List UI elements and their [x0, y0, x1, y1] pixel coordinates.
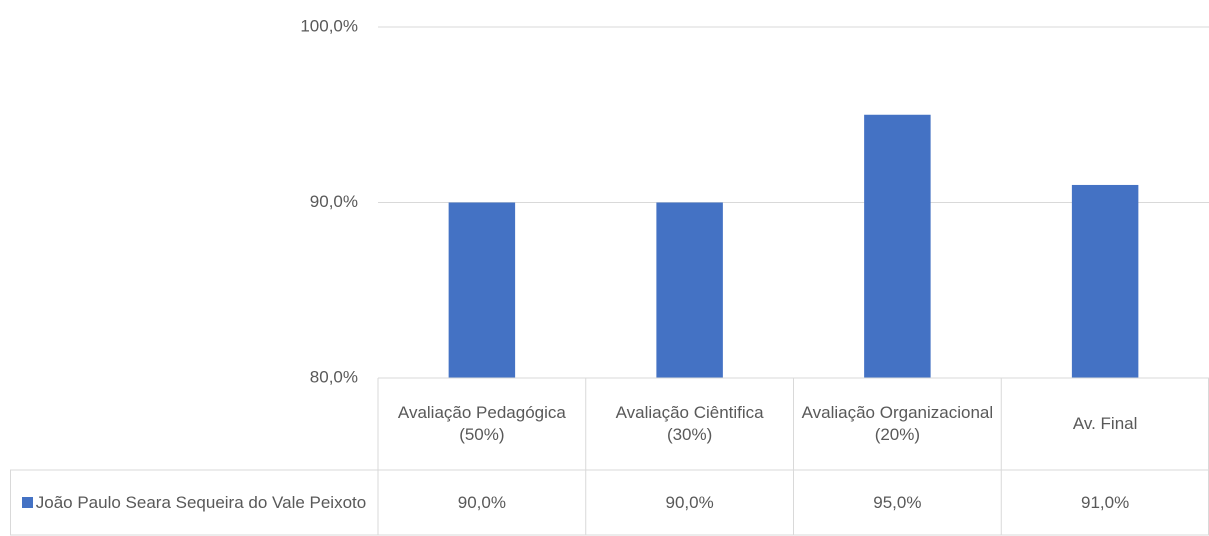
legend-text: João Paulo Seara Sequeira do Vale Peixot…: [35, 492, 367, 512]
category-label: Avaliação Pedagógica (50%): [378, 378, 586, 470]
legend-key: [21, 496, 33, 508]
y-tick-label: 90,0%: [310, 192, 358, 211]
category-label-text: Av. Final: [1072, 414, 1138, 433]
table-value-text: 91,0%: [1081, 492, 1130, 512]
table-value-text: 95,0%: [873, 492, 922, 512]
bar: [448, 202, 516, 378]
category-label: Avaliação Ciêntifica (30%): [586, 378, 794, 470]
bar: [1071, 184, 1139, 378]
table-value: 91,0%: [1001, 470, 1209, 535]
table-value: 90,0%: [378, 470, 586, 535]
category-label-text: Avaliação Organizacional (20%): [801, 403, 994, 444]
table-value-text: 90,0%: [457, 492, 506, 512]
category-label: Av. Final: [1001, 378, 1209, 470]
y-tick-label: 100,0%: [300, 16, 358, 35]
category-label-text: Avaliação Pedagógica (50%): [397, 403, 566, 444]
legend-item: João Paulo Seara Sequeira do Vale Peixot…: [21, 492, 367, 514]
category-label: Avaliação Organizacional (20%): [794, 378, 1002, 470]
y-tick-label: 80,0%: [310, 367, 358, 386]
table-value: 90,0%: [586, 470, 794, 535]
table-value: 95,0%: [794, 470, 1002, 535]
category-label-text: Avaliação Ciêntifica (30%): [615, 403, 764, 444]
legend-entry: João Paulo Seara Sequeira do Vale Peixot…: [10, 470, 378, 535]
table-value-text: 90,0%: [665, 492, 714, 512]
bar: [864, 114, 931, 378]
bar: [656, 202, 723, 378]
